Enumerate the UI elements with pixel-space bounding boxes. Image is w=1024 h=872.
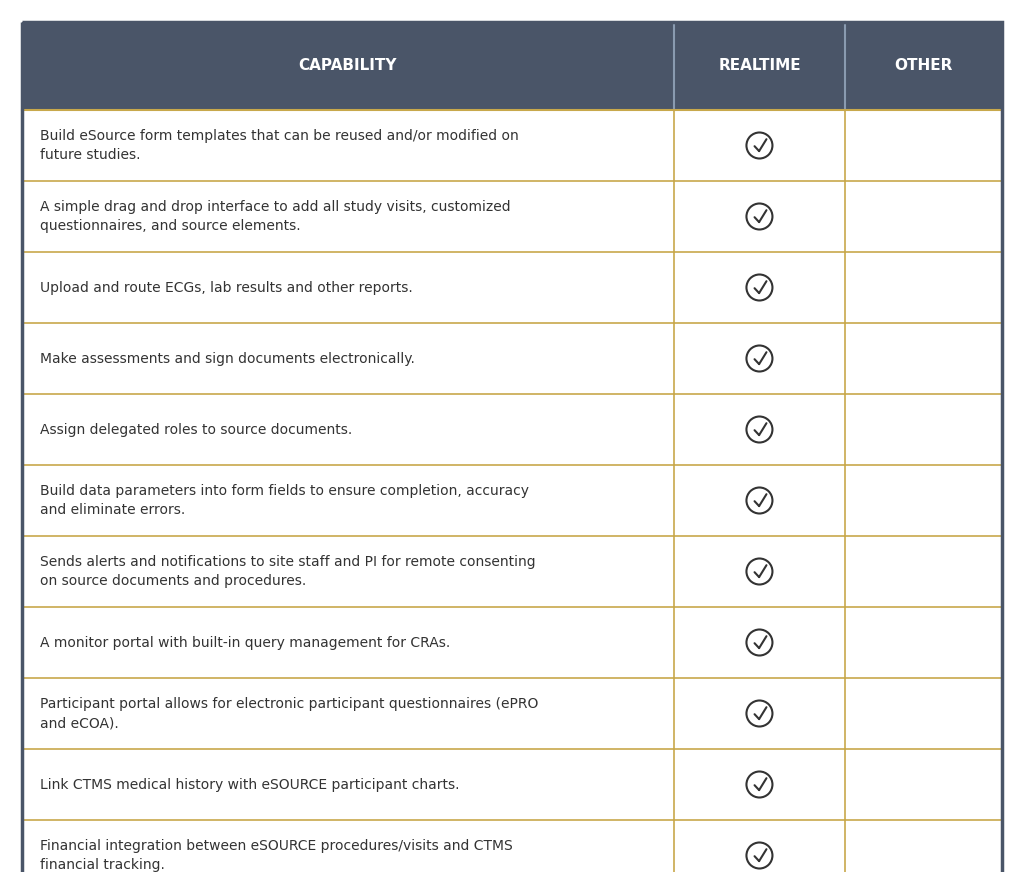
Text: Build eSource form templates that can be reused and/or modified on
future studie: Build eSource form templates that can be…	[40, 129, 519, 162]
Bar	[22, 323, 1002, 394]
Text: Make assessments and sign documents electronically.: Make assessments and sign documents elec…	[40, 351, 415, 365]
Text: Link CTMS medical history with eSOURCE participant charts.: Link CTMS medical history with eSOURCE p…	[40, 778, 460, 792]
Bar	[22, 110, 1002, 181]
Text: REALTIME: REALTIME	[718, 58, 801, 73]
Text: Financial integration between eSOURCE procedures/visits and CTMS
financial track: Financial integration between eSOURCE pr…	[40, 839, 513, 872]
Text: Assign delegated roles to source documents.: Assign delegated roles to source documen…	[40, 423, 352, 437]
Text: Sends alerts and notifications to site staff and PI for remote consenting
on sou: Sends alerts and notifications to site s…	[40, 555, 536, 589]
Text: Participant portal allows for electronic participant questionnaires (ePRO
and eC: Participant portal allows for electronic…	[40, 697, 539, 730]
Text: A simple drag and drop interface to add all study visits, customized
questionnai: A simple drag and drop interface to add …	[40, 200, 511, 233]
Bar	[22, 465, 1002, 536]
Text: A monitor portal with built-in query management for CRAs.: A monitor portal with built-in query man…	[40, 636, 451, 650]
Bar	[22, 678, 1002, 749]
Bar	[22, 536, 1002, 607]
Text: Build data parameters into form fields to ensure completion, accuracy
and elimin: Build data parameters into form fields t…	[40, 484, 529, 517]
Text: OTHER: OTHER	[894, 58, 952, 73]
Bar	[22, 820, 1002, 872]
Text: CAPABILITY: CAPABILITY	[299, 58, 397, 73]
Bar	[22, 749, 1002, 820]
Bar	[22, 181, 1002, 252]
Text: Upload and route ECGs, lab results and other reports.: Upload and route ECGs, lab results and o…	[40, 281, 413, 295]
Bar	[22, 607, 1002, 678]
Bar	[22, 22, 1002, 110]
Bar	[22, 394, 1002, 465]
Bar	[22, 252, 1002, 323]
